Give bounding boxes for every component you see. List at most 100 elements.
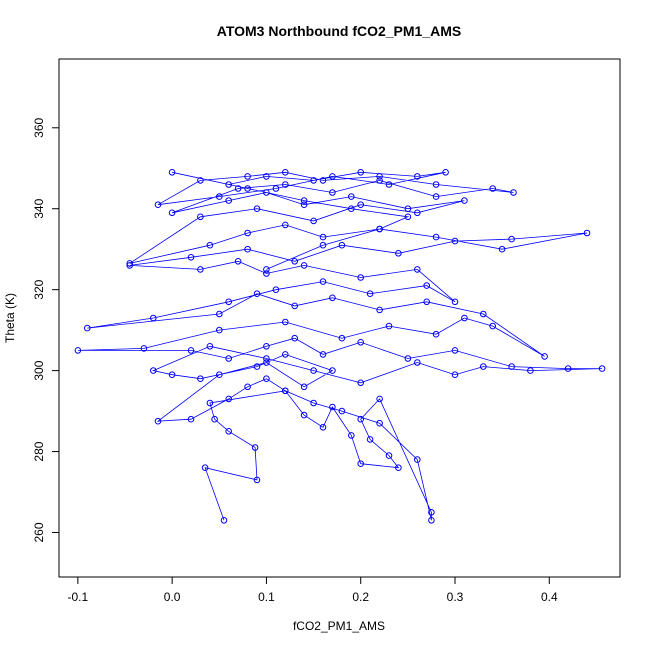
data-point bbox=[451, 347, 459, 354]
data-point bbox=[329, 403, 336, 411]
data-point bbox=[498, 245, 506, 253]
data-point bbox=[225, 181, 232, 188]
data-point bbox=[263, 375, 270, 383]
data-point bbox=[480, 310, 487, 318]
series-layer bbox=[74, 169, 606, 524]
data-point bbox=[366, 436, 374, 443]
data-point bbox=[244, 383, 251, 391]
data-point bbox=[319, 241, 327, 249]
data-point bbox=[253, 363, 261, 370]
data-point bbox=[414, 209, 421, 217]
data-point bbox=[244, 245, 251, 253]
data-point bbox=[211, 415, 218, 423]
data-point bbox=[357, 379, 365, 387]
data-point bbox=[329, 294, 336, 302]
data-point bbox=[329, 173, 336, 180]
data-point bbox=[329, 189, 336, 196]
data-point bbox=[282, 221, 289, 229]
data-point bbox=[376, 419, 383, 427]
data-point bbox=[461, 197, 468, 204]
data-point bbox=[508, 235, 515, 243]
x-tick-label: 0.2 bbox=[352, 590, 369, 604]
data-point bbox=[428, 517, 435, 524]
data-point bbox=[376, 225, 383, 233]
data-point bbox=[244, 173, 251, 180]
data-point bbox=[168, 169, 176, 176]
data-point bbox=[461, 314, 468, 322]
data-point bbox=[126, 260, 133, 267]
y-tick-label: 340 bbox=[32, 198, 46, 218]
data-point bbox=[197, 375, 204, 383]
data-point bbox=[300, 201, 308, 208]
data-point bbox=[442, 169, 449, 176]
data-point bbox=[201, 464, 209, 472]
data-point bbox=[414, 266, 421, 273]
data-point bbox=[282, 387, 289, 395]
x-axis-label: fCO2_PM1_AMS bbox=[293, 619, 385, 633]
data-point bbox=[310, 177, 317, 184]
data-point bbox=[253, 476, 261, 484]
data-point bbox=[244, 185, 251, 192]
data-point bbox=[197, 266, 204, 273]
y-axis: 260 280 300 320 340 360 bbox=[32, 117, 60, 543]
data-point bbox=[395, 250, 402, 257]
data-point bbox=[366, 290, 374, 298]
data-point bbox=[310, 367, 317, 374]
data-point bbox=[348, 205, 355, 212]
data-point bbox=[225, 355, 232, 362]
y-tick-label: 360 bbox=[32, 117, 46, 137]
data-point bbox=[168, 209, 176, 217]
data-point bbox=[282, 169, 289, 176]
data-point bbox=[291, 258, 299, 265]
data-point bbox=[432, 193, 440, 200]
data-point bbox=[197, 177, 204, 184]
data-point bbox=[338, 241, 346, 249]
data-point bbox=[150, 314, 157, 322]
data-point bbox=[216, 310, 223, 318]
data-point bbox=[234, 258, 242, 265]
plot-frame bbox=[58, 58, 621, 578]
data-point bbox=[272, 185, 280, 192]
x-axis: -0.1 0.0 0.1 0.2 0.3 0.4 bbox=[68, 576, 558, 604]
data-point bbox=[319, 278, 327, 285]
data-point bbox=[489, 322, 497, 330]
data-point bbox=[414, 359, 421, 366]
data-point bbox=[451, 237, 459, 245]
data-point bbox=[451, 298, 459, 306]
data-point bbox=[357, 339, 365, 346]
data-point bbox=[263, 359, 270, 366]
data-point bbox=[225, 197, 232, 204]
data-point bbox=[216, 193, 223, 200]
data-point bbox=[480, 363, 487, 370]
data-point bbox=[423, 282, 431, 289]
data-point bbox=[220, 517, 228, 524]
data-point bbox=[300, 383, 308, 391]
data-point bbox=[74, 347, 82, 354]
data-point bbox=[272, 286, 280, 294]
y-axis-label: Theta (K) bbox=[3, 293, 17, 343]
data-point bbox=[385, 452, 393, 459]
data-point bbox=[404, 205, 412, 212]
x-tick-label: 0.1 bbox=[258, 590, 275, 604]
data-point bbox=[84, 324, 91, 332]
data-point bbox=[263, 189, 270, 196]
data-point bbox=[263, 355, 270, 362]
data-point bbox=[414, 173, 421, 180]
data-point bbox=[187, 253, 195, 261]
data-point bbox=[432, 233, 440, 241]
data-point bbox=[263, 343, 270, 350]
data-point bbox=[541, 353, 548, 360]
data-point bbox=[404, 355, 412, 362]
data-point bbox=[216, 326, 223, 334]
data-point bbox=[385, 181, 393, 188]
data-point bbox=[140, 345, 148, 352]
data-point bbox=[357, 169, 365, 176]
x-tick-label: 0.4 bbox=[541, 590, 558, 604]
data-point bbox=[300, 197, 308, 204]
data-point bbox=[244, 229, 251, 237]
data-point bbox=[197, 213, 204, 221]
data-point bbox=[206, 241, 214, 249]
data-point bbox=[225, 428, 232, 435]
data-point bbox=[348, 193, 355, 200]
